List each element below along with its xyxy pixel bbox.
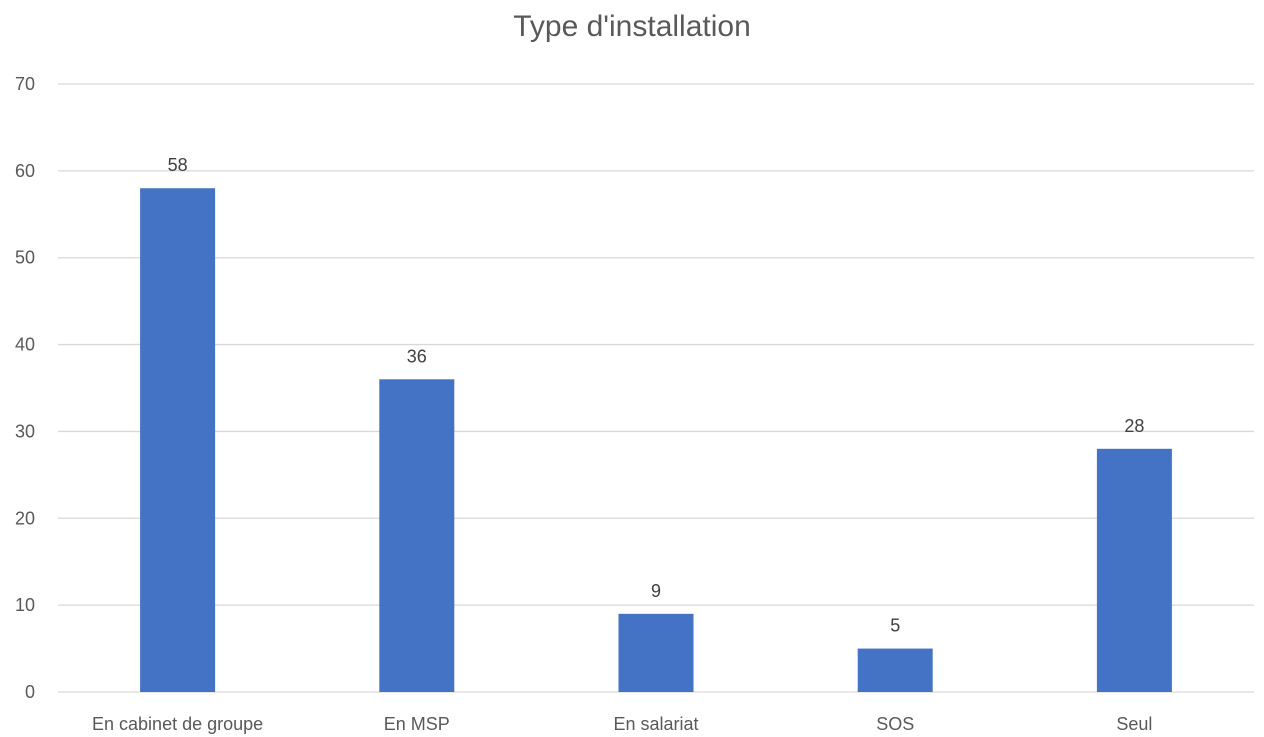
data-label: 58 (168, 155, 188, 175)
chart-title: Type d'installation (513, 10, 751, 43)
x-category-label: Seul (1116, 714, 1152, 734)
y-tick-label: 20 (15, 508, 35, 528)
x-category-label: En cabinet de groupe (92, 714, 263, 734)
bar-en-salariat (618, 613, 694, 692)
x-category-label: En salariat (613, 714, 698, 734)
bars (140, 188, 1172, 692)
y-tick-label: 0 (25, 682, 35, 702)
y-tick-label: 30 (15, 421, 35, 441)
gridlines (58, 83, 1254, 693)
data-label: 9 (651, 581, 661, 601)
data-label: 5 (890, 616, 900, 636)
x-category-label: En MSP (384, 714, 450, 734)
data-label: 36 (407, 346, 427, 366)
data-label: 28 (1124, 416, 1144, 436)
y-tick-label: 10 (15, 595, 35, 615)
y-tick-label: 70 (15, 74, 35, 94)
bar-en-msp (379, 379, 455, 692)
y-tick-label: 50 (15, 248, 35, 268)
y-tick-label: 40 (15, 335, 35, 355)
bar-sos (857, 648, 933, 692)
bar-en-cabinet-de-groupe (140, 188, 216, 692)
x-category-label: SOS (876, 714, 914, 734)
y-tick-label: 60 (15, 161, 35, 181)
bar-seul (1096, 448, 1172, 692)
labels: 0 10 20 30 40 50 60 70 58 En cabinet de groupe 36 E… (15, 74, 1152, 734)
